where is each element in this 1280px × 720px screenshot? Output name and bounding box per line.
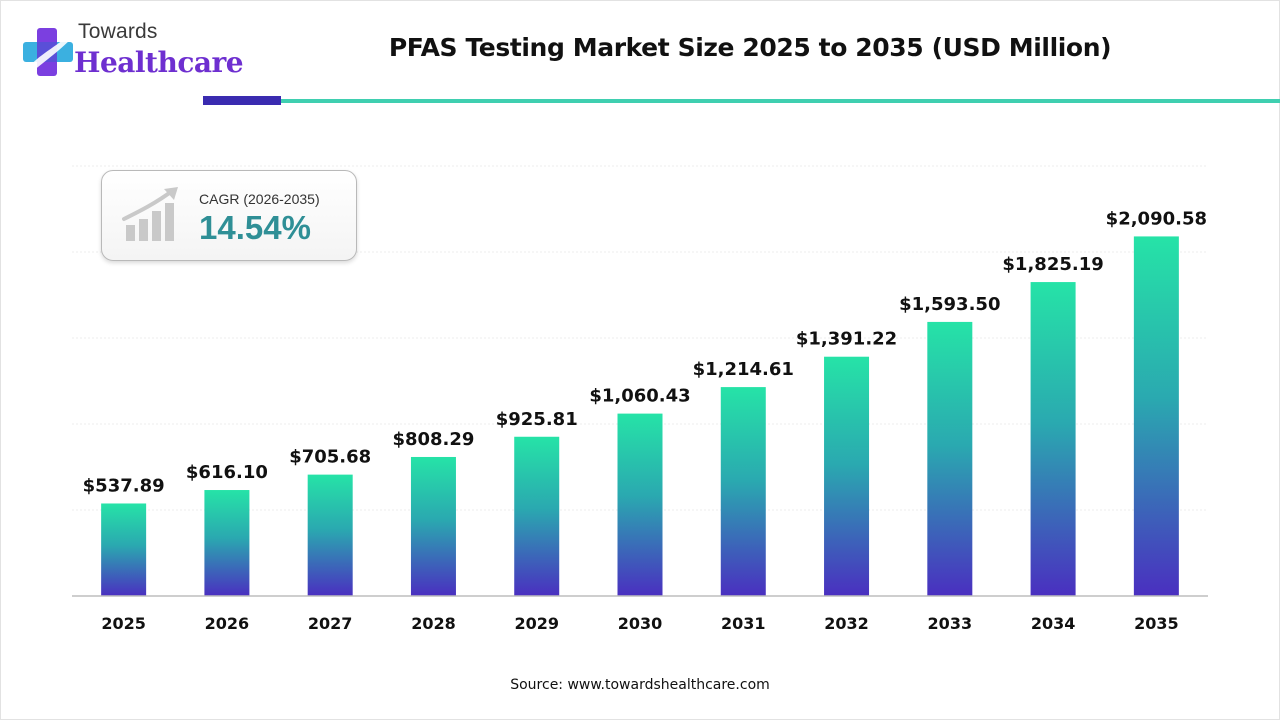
logo-text-bottom: Healthcare bbox=[74, 46, 244, 79]
bar-2026 bbox=[204, 490, 250, 596]
bar-value-label: $1,060.43 bbox=[589, 386, 690, 407]
bar-value-label: $1,214.61 bbox=[693, 359, 794, 380]
bar-value-label: $616.10 bbox=[186, 462, 268, 483]
x-tick-label: 2030 bbox=[618, 614, 663, 633]
bar-value-label: $2,090.58 bbox=[1106, 208, 1207, 229]
x-tick-label: 2028 bbox=[411, 614, 456, 633]
bar-value-label: $1,593.50 bbox=[899, 294, 1000, 315]
logo-text-top: Towards bbox=[78, 20, 158, 43]
bar-value-label: $1,825.19 bbox=[1002, 254, 1103, 275]
x-tick-label: 2029 bbox=[514, 614, 559, 633]
bar-value-label: $1,391.22 bbox=[796, 329, 897, 350]
cagr-label: CAGR (2026-2035) bbox=[199, 191, 320, 207]
bar-value-label: $705.68 bbox=[289, 447, 371, 468]
x-tick-label: 2026 bbox=[205, 614, 250, 633]
x-tick-label: 2027 bbox=[308, 614, 353, 633]
x-tick-label: 2033 bbox=[928, 614, 973, 633]
x-tick-label: 2031 bbox=[721, 614, 766, 633]
source-note: Source: www.towardshealthcare.com bbox=[510, 677, 770, 693]
bar-2029 bbox=[514, 436, 560, 596]
bar-2027 bbox=[307, 474, 353, 596]
bar-2035 bbox=[1133, 236, 1179, 597]
bar-2031 bbox=[720, 387, 766, 596]
bar-2025 bbox=[101, 503, 147, 596]
cagr-value: 14.54% bbox=[199, 209, 311, 246]
bar-2034 bbox=[1030, 282, 1076, 596]
bar-value-label: $925.81 bbox=[496, 409, 578, 430]
title-rule-accent bbox=[203, 96, 281, 105]
bar-value-label: $808.29 bbox=[392, 429, 474, 450]
x-tick-label: 2025 bbox=[101, 614, 146, 633]
bar-2033 bbox=[927, 321, 973, 596]
bar-value-label: $537.89 bbox=[83, 475, 165, 496]
medical-cross-icon bbox=[23, 28, 73, 76]
brand-logo: Towards Healthcare bbox=[18, 20, 248, 84]
chart-title: PFAS Testing Market Size 2025 to 2035 (U… bbox=[388, 33, 1112, 62]
x-tick-label: 2035 bbox=[1134, 614, 1179, 633]
bar-2032 bbox=[824, 356, 870, 596]
growth-chart-icon bbox=[122, 187, 178, 241]
x-tick-label: 2034 bbox=[1031, 614, 1076, 633]
x-tick-label: 2032 bbox=[824, 614, 869, 633]
bar-2028 bbox=[410, 456, 456, 596]
title-rule bbox=[281, 99, 1280, 103]
cagr-callout: CAGR (2026-2035) 14.54% bbox=[101, 170, 357, 261]
bar-2030 bbox=[617, 413, 663, 596]
